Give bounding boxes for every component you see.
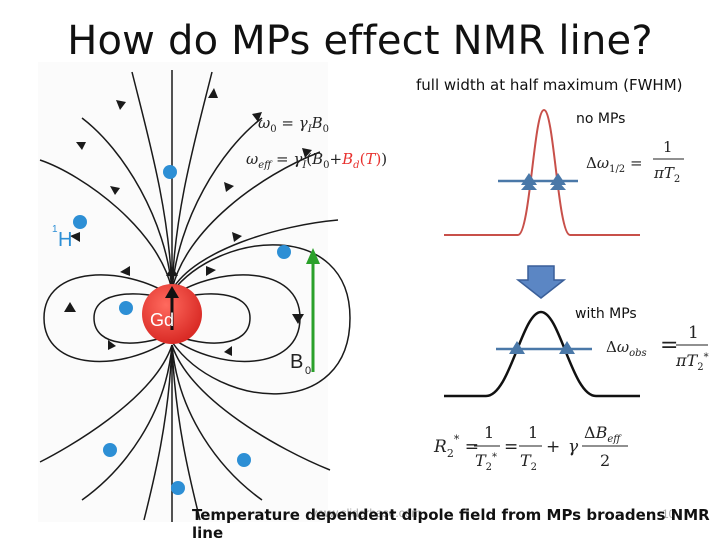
- field-line-top-r3: [171, 151, 321, 291]
- svg-text:Δωobs: Δωobs: [606, 338, 647, 359]
- arrowhead-icon: [224, 346, 232, 356]
- field-line-top-r1: [171, 117, 263, 291]
- arrowhead-icon: [302, 148, 312, 158]
- fwhm-note: full width at half maximum (FWHM): [416, 76, 683, 94]
- proton-label: H: [58, 229, 72, 251]
- dipole-field-lines: [39, 70, 351, 522]
- svg-text:2: 2: [600, 451, 610, 470]
- svg-text:πT2*: πT2*: [675, 351, 709, 373]
- field-line-top-r4: [171, 219, 339, 291]
- svg-text:=: =: [504, 437, 518, 457]
- fwhm-marker-icon: [559, 341, 575, 354]
- svg-text:πT2: πT2: [653, 164, 680, 185]
- field-line-top-l2: [131, 71, 173, 291]
- field-line-top-l1: [81, 117, 173, 291]
- field-line-bot-l1: [81, 344, 173, 501]
- field-line-bot-l2: [143, 344, 173, 521]
- narrow-linewidth-equation: Δω1/2 = 1 πT2: [586, 138, 684, 185]
- b0-subscript: 0: [305, 365, 311, 377]
- field-line-top-r2: [171, 71, 213, 291]
- field-line-bot-l3: [39, 344, 173, 463]
- larmor-equation: ω0 = γIB0: [258, 114, 329, 135]
- fwhm-marker-icon: [521, 173, 537, 185]
- svg-text:ΔBeff: ΔBeff: [584, 423, 622, 445]
- proton-sphere: [103, 443, 117, 457]
- narrow-nmr-line: [444, 108, 640, 236]
- field-line-bot-r3: [171, 344, 331, 471]
- svg-text:+: +: [546, 437, 560, 457]
- arrowhead-icon: [76, 142, 86, 150]
- field-loop-left-1: [93, 293, 173, 344]
- broad-nmr-line: [444, 310, 640, 398]
- b0-arrowhead-icon: [306, 248, 320, 264]
- field-loop-right-3: [171, 244, 351, 395]
- arrowhead-icon: [252, 112, 262, 122]
- fwhm-marker-icon: [521, 181, 537, 190]
- slide-title: How do MPs effect NMR line?: [67, 18, 653, 64]
- svg-text:1: 1: [663, 138, 673, 156]
- field-arrowheads: [64, 88, 312, 356]
- arrowhead-icon: [206, 266, 216, 276]
- relaxation-rate-equation: R2* = 1 T2* = 1 T2 + γ ΔBeff 2: [433, 423, 628, 473]
- fwhm-marker-icon: [550, 181, 566, 190]
- fwhm-marker-icon: [509, 341, 525, 354]
- gd-moment-arrowhead-icon: [165, 286, 179, 298]
- page-number: 10: [662, 507, 676, 521]
- field-loop-right-1: [171, 293, 251, 344]
- proton-sphere: [237, 453, 251, 467]
- arrowhead-icon: [232, 232, 242, 242]
- proton-sphere: [73, 215, 87, 229]
- svg-text:T2*: T2*: [475, 451, 497, 473]
- arrowhead-icon: [110, 186, 120, 195]
- proton-sphere: [163, 165, 177, 179]
- broadening-arrow-icon: [515, 265, 567, 299]
- proton-sphere: [171, 481, 185, 495]
- b0-label: B: [290, 351, 303, 373]
- effective-larmor-equation: ωeff = γI(B0+Bd(T)): [246, 150, 387, 171]
- conclusion-text: Temperature dependent dipole field from …: [192, 506, 710, 542]
- arrowhead-icon: [116, 100, 126, 110]
- svg-text:Δω1/2 =: Δω1/2 =: [586, 154, 643, 175]
- field-line-bot-r1: [171, 344, 263, 501]
- svg-text:=: =: [660, 333, 678, 358]
- proton-mass-number: 1: [52, 224, 58, 235]
- svg-text:γ: γ: [568, 437, 579, 457]
- watermark: www.sliderbase.com: [312, 506, 422, 520]
- proton-sphere: [119, 301, 133, 315]
- svg-text:1: 1: [688, 323, 699, 343]
- no-mps-label: no MPs: [576, 111, 626, 127]
- proton-sphere: [277, 245, 291, 259]
- arrowhead-icon: [64, 302, 76, 312]
- svg-text:T2: T2: [520, 451, 537, 473]
- arrowhead-icon: [292, 314, 304, 324]
- arrowhead-icon: [108, 340, 116, 350]
- fwhm-marker-icon: [550, 173, 566, 185]
- with-mps-label: with MPs: [575, 306, 637, 322]
- broad-linewidth-equation: Δωobs = 1 πT2*: [606, 323, 709, 373]
- arrowhead-icon: [70, 232, 80, 242]
- larmor-equations: ω0 = γIB0 ωeff = γI(B0+Bd(T)): [246, 114, 387, 171]
- proton-spheres: [73, 165, 291, 495]
- svg-text:R2* =: R2* =: [433, 433, 479, 460]
- field-line-bot-r2: [171, 344, 201, 521]
- field-line-top-l3: [39, 159, 173, 291]
- arrowhead-icon: [224, 182, 234, 192]
- field-loop-left-2: [43, 274, 173, 363]
- svg-text:1: 1: [528, 423, 538, 442]
- arrowhead-icon: [166, 266, 178, 276]
- gd-label: Gd: [150, 310, 174, 330]
- svg-text:1: 1: [484, 423, 494, 442]
- arrowhead-icon: [120, 266, 130, 276]
- arrowhead-icon: [208, 88, 218, 98]
